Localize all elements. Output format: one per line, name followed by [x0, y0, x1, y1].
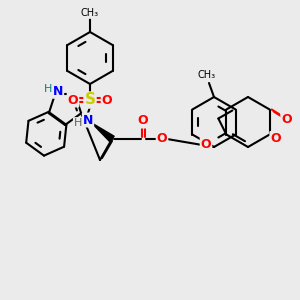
Text: N: N	[53, 85, 63, 98]
Text: O: O	[157, 133, 167, 146]
Text: O: O	[201, 137, 211, 151]
Text: O: O	[138, 115, 148, 128]
Text: CH₃: CH₃	[198, 70, 216, 80]
Text: S: S	[85, 92, 95, 107]
Text: O: O	[68, 94, 78, 106]
Polygon shape	[93, 124, 114, 142]
Text: H: H	[74, 118, 82, 128]
Text: N: N	[83, 113, 93, 127]
Text: O: O	[281, 113, 292, 126]
Text: CH₃: CH₃	[81, 8, 99, 18]
Text: H: H	[44, 84, 52, 94]
Text: O: O	[270, 132, 281, 145]
Text: O: O	[102, 94, 112, 106]
